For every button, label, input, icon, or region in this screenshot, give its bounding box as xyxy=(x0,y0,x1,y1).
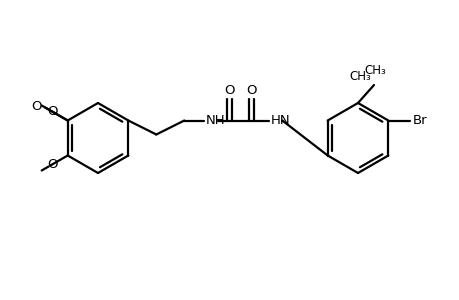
Text: O: O xyxy=(47,105,57,118)
Text: CH₃: CH₃ xyxy=(348,70,370,83)
Text: NH: NH xyxy=(205,114,224,127)
Text: HN: HN xyxy=(270,114,289,127)
Text: O: O xyxy=(224,84,234,97)
Text: O: O xyxy=(246,84,256,97)
Text: O: O xyxy=(47,158,57,171)
Text: Br: Br xyxy=(411,114,426,127)
Text: CH₃: CH₃ xyxy=(364,64,385,77)
Text: O: O xyxy=(32,100,42,113)
